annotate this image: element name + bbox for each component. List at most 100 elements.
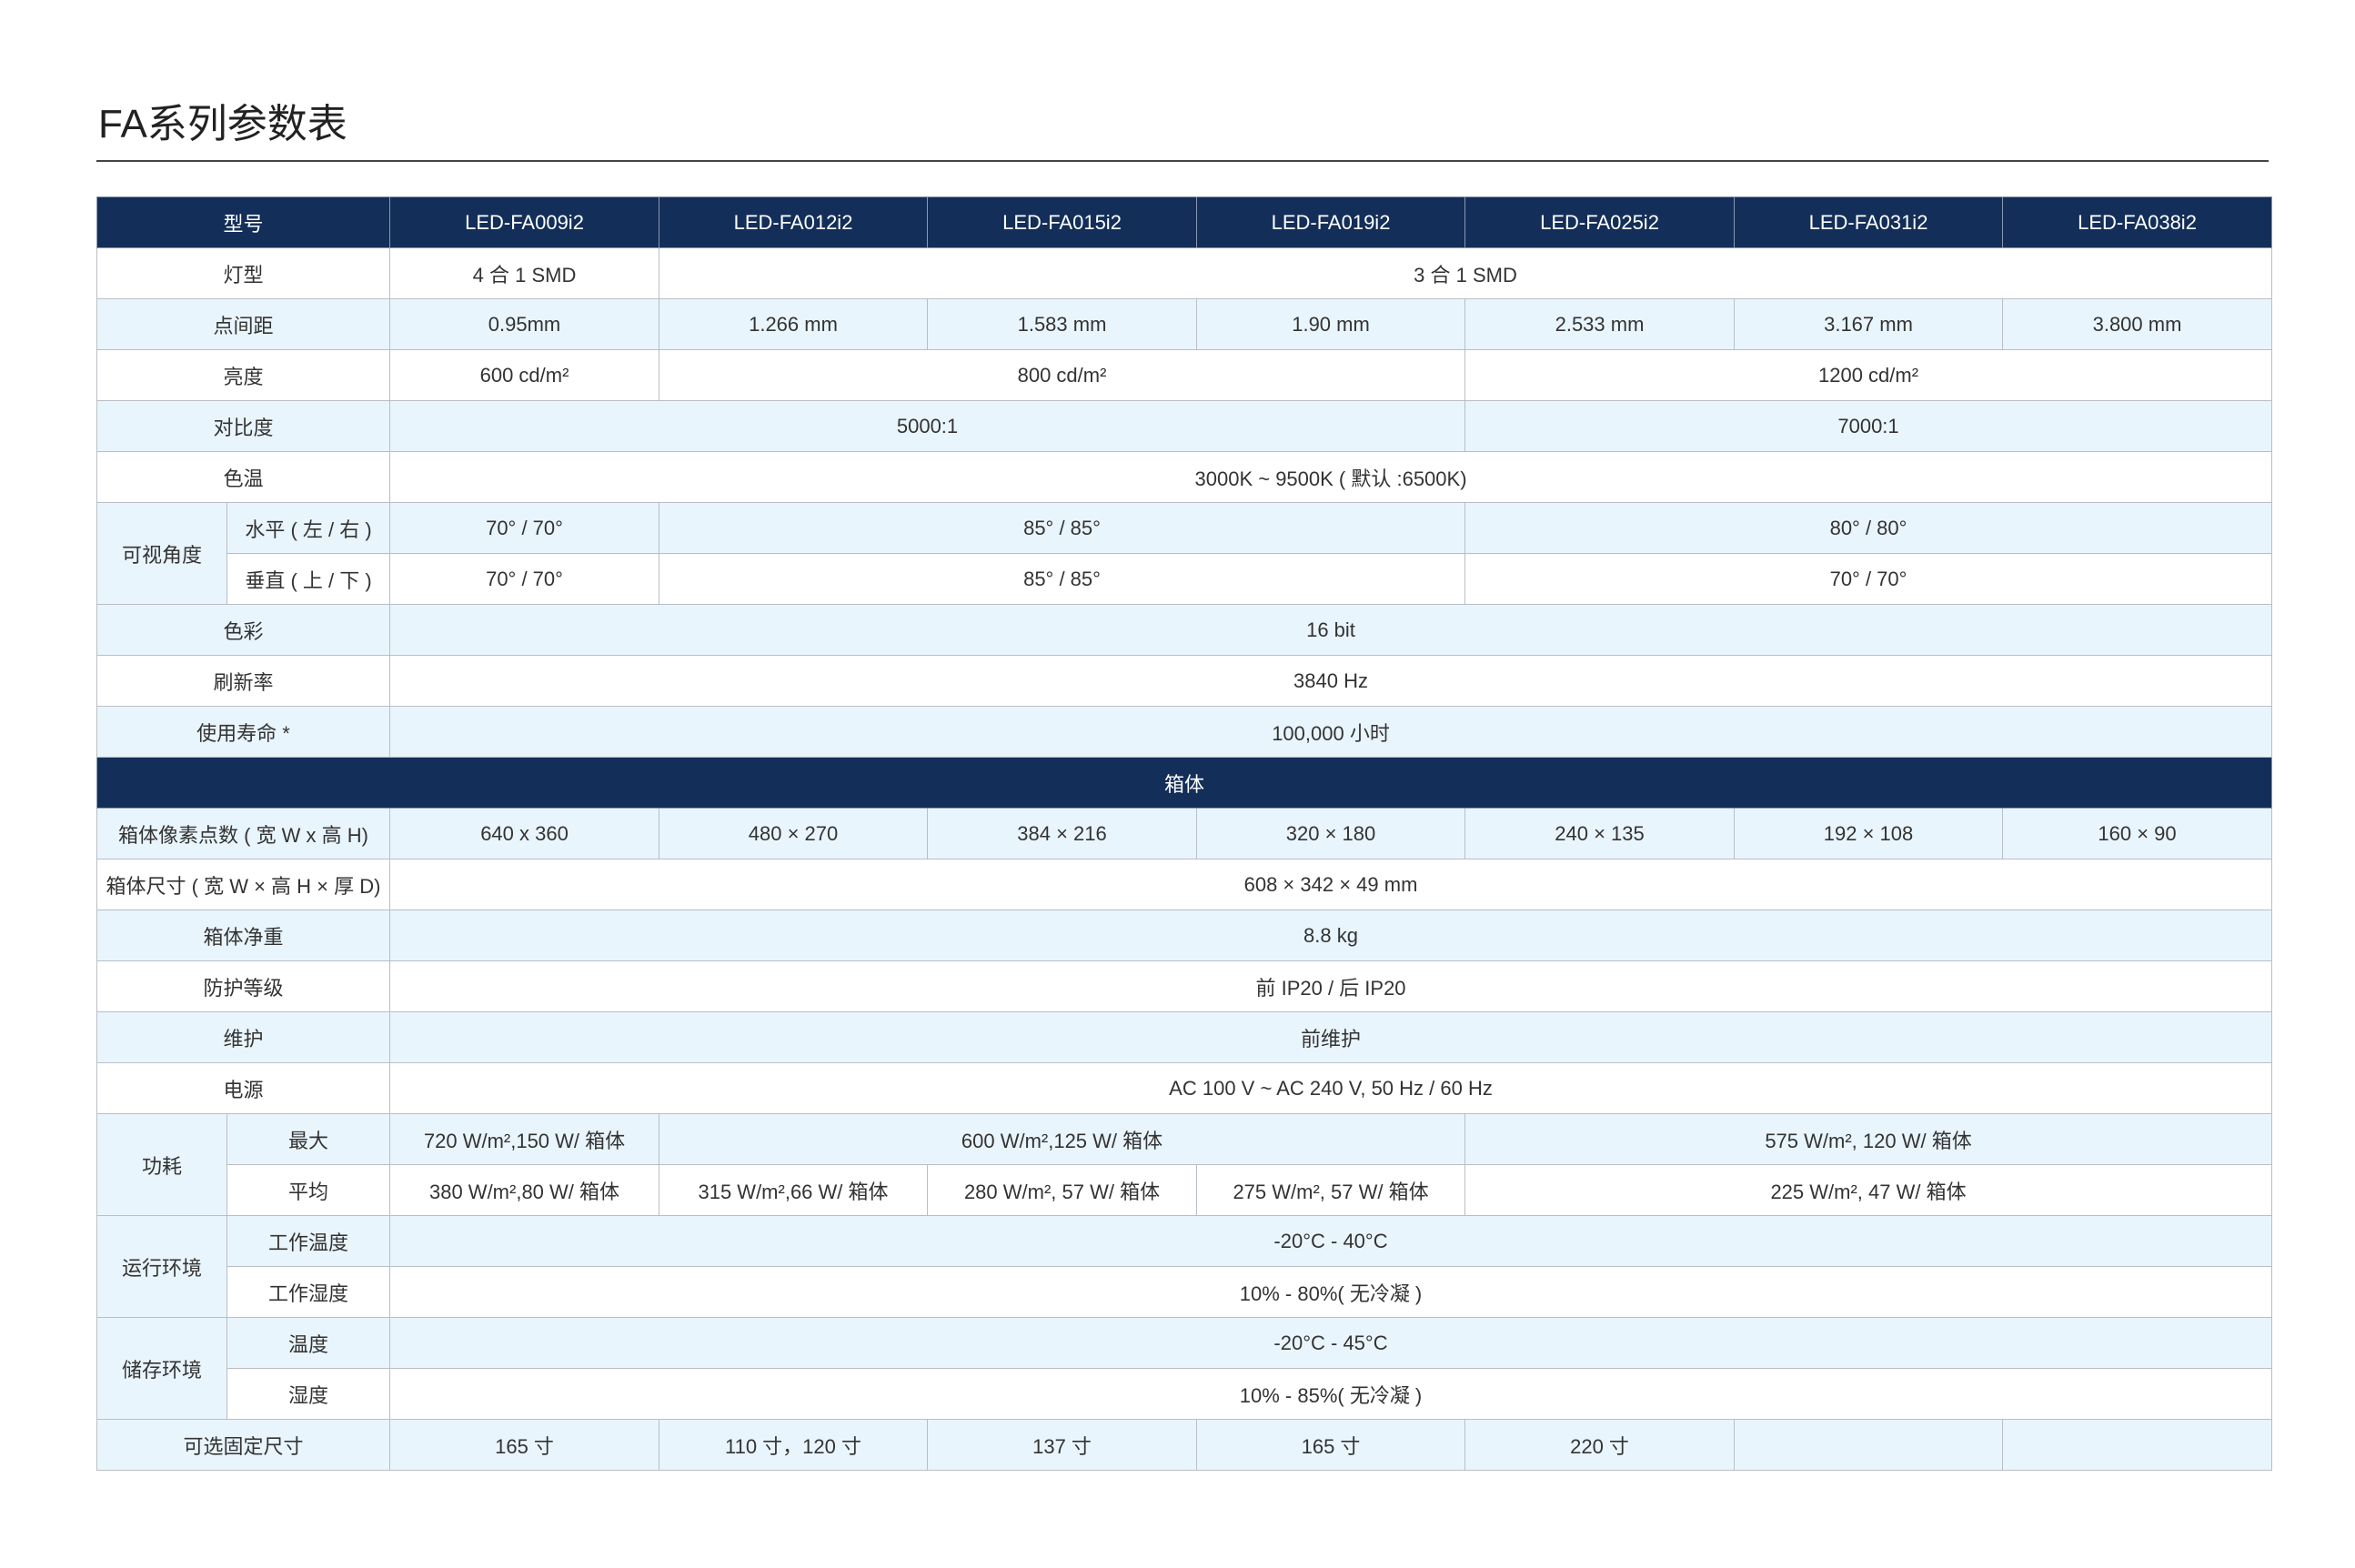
row-sublabel: 湿度 bbox=[226, 1368, 391, 1420]
spec-value: 85° / 85° bbox=[659, 553, 1466, 605]
section-title: 箱体 bbox=[96, 757, 2273, 809]
table-row: 箱体尺寸 ( 宽 W × 高 H × 厚 D) 608 × 342 × 49 mm bbox=[96, 859, 2273, 910]
table-row: 对比度 5000:1 7000:1 bbox=[96, 400, 2273, 452]
spec-value: 320 × 180 bbox=[1196, 808, 1466, 859]
spec-value: 1.583 mm bbox=[927, 298, 1198, 350]
spec-value: 1.90 mm bbox=[1196, 298, 1466, 350]
spec-value: 3000K ~ 9500K ( 默认 :6500K) bbox=[389, 451, 2273, 503]
spec-value: 70° / 70° bbox=[389, 553, 660, 605]
spec-value bbox=[1734, 1419, 2004, 1471]
spec-value: 380 W/m²,80 W/ 箱体 bbox=[389, 1164, 660, 1216]
spec-value: 100,000 小时 bbox=[389, 706, 2273, 758]
spec-value: 70° / 70° bbox=[1464, 553, 2273, 605]
spec-value: 前维护 bbox=[389, 1011, 2273, 1063]
table-row: 色彩 16 bit bbox=[96, 604, 2273, 656]
row-label: 点间距 bbox=[96, 298, 391, 350]
spec-value: 165 寸 bbox=[389, 1419, 660, 1471]
spec-value: 7000:1 bbox=[1464, 400, 2273, 452]
group-label: 功耗 bbox=[96, 1113, 227, 1216]
spec-table-body: 灯型 4 合 1 SMD 3 合 1 SMD 点间距 0.95mm 1.266 mm 1.5… bbox=[96, 247, 2273, 1471]
spec-value: AC 100 V ~ AC 240 V, 50 Hz / 60 Hz bbox=[389, 1062, 2273, 1114]
table-row: 功耗 最大 720 W/m²,150 W/ 箱体 600 W/m²,125 W/ 箱体… bbox=[96, 1113, 2273, 1216]
spec-table: 型号 LED-FA009i2 LED-FA012i2 LED-FA015i2 L… bbox=[96, 196, 2273, 1471]
row-label: 可选固定尺寸 bbox=[96, 1419, 391, 1471]
spec-value: 4 合 1 SMD bbox=[389, 247, 660, 299]
model-header: LED-FA012i2 bbox=[659, 196, 929, 248]
spec-value: 10% - 85%( 无冷凝 ) bbox=[389, 1368, 2273, 1420]
spec-value: 8.8 kg bbox=[389, 910, 2273, 961]
spec-value: 3.800 mm bbox=[2002, 298, 2273, 350]
spec-value: 160 × 90 bbox=[2002, 808, 2273, 859]
group-label: 储存环境 bbox=[96, 1317, 227, 1420]
row-label: 灯型 bbox=[96, 247, 391, 299]
table-row: 工作湿度 10% - 80%( 无冷凝 ) bbox=[97, 1266, 2273, 1318]
spec-value: 480 × 270 bbox=[659, 808, 929, 859]
spec-value: 800 cd/m² bbox=[659, 349, 1466, 401]
row-label: 电源 bbox=[96, 1062, 391, 1114]
spec-value: 575 W/m², 120 W/ 箱体 bbox=[1464, 1113, 2273, 1165]
table-row: 点间距 0.95mm 1.266 mm 1.583 mm 1.90 mm 2.533 mm… bbox=[96, 298, 2273, 350]
row-label: 色温 bbox=[96, 451, 391, 503]
row-sublabel: 工作温度 bbox=[226, 1215, 391, 1267]
row-label: 维护 bbox=[96, 1011, 391, 1063]
group-label: 运行环境 bbox=[96, 1215, 227, 1318]
row-label: 对比度 bbox=[96, 400, 391, 452]
row-label: 箱体尺寸 ( 宽 W × 高 H × 厚 D) bbox=[96, 859, 391, 910]
page-title: FA系列参数表 bbox=[98, 102, 347, 146]
spec-value: 225 W/m², 47 W/ 箱体 bbox=[1464, 1164, 2273, 1216]
spec-value bbox=[2002, 1419, 2273, 1471]
model-header: LED-FA038i2 bbox=[2002, 196, 2273, 248]
table-row: 储存环境 温度 -20°C - 45°C bbox=[96, 1317, 2273, 1420]
spec-value: 10% - 80%( 无冷凝 ) bbox=[389, 1266, 2273, 1318]
spec-value: 240 × 135 bbox=[1464, 808, 1736, 859]
spec-value: 137 寸 bbox=[927, 1419, 1198, 1471]
spec-value: 1.266 mm bbox=[659, 298, 929, 350]
table-row: 可视角度 水平 ( 左 / 右 ) 70° / 70° 85° / 85° 80° / … bbox=[96, 502, 2273, 605]
model-header: LED-FA025i2 bbox=[1464, 196, 1736, 248]
table-row: 使用寿命 * 100,000 小时 bbox=[96, 706, 2273, 758]
spec-value: 2.533 mm bbox=[1464, 298, 1736, 350]
spec-value: 720 W/m²,150 W/ 箱体 bbox=[389, 1113, 660, 1165]
spec-value: 16 bit bbox=[389, 604, 2273, 656]
table-row: 箱体净重 8.8 kg bbox=[96, 910, 2273, 961]
spec-value: 前 IP20 / 后 IP20 bbox=[389, 960, 2273, 1012]
spec-value: 0.95mm bbox=[389, 298, 660, 350]
row-label: 刷新率 bbox=[96, 655, 391, 707]
model-header: LED-FA009i2 bbox=[389, 196, 660, 248]
model-header: LED-FA019i2 bbox=[1196, 196, 1466, 248]
spec-value: 80° / 80° bbox=[1464, 502, 2273, 554]
spec-value: 280 W/m², 57 W/ 箱体 bbox=[927, 1164, 1198, 1216]
table-row: 垂直 ( 上 / 下 ) 70° / 70° 85° / 85° 70° / 70° bbox=[97, 553, 2273, 605]
row-label: 色彩 bbox=[96, 604, 391, 656]
spec-value: 85° / 85° bbox=[659, 502, 1466, 554]
header-label: 型号 bbox=[96, 196, 391, 248]
row-label: 亮度 bbox=[96, 349, 391, 401]
spec-value: 3840 Hz bbox=[389, 655, 2273, 707]
header-row: 型号 LED-FA009i2 LED-FA012i2 LED-FA015i2 L… bbox=[96, 196, 2273, 248]
spec-value: 3 合 1 SMD bbox=[659, 247, 2273, 299]
table-row: 灯型 4 合 1 SMD 3 合 1 SMD bbox=[96, 247, 2273, 299]
spec-value: 640 x 360 bbox=[389, 808, 660, 859]
spec-value: 220 寸 bbox=[1464, 1419, 1736, 1471]
row-label: 箱体像素点数 ( 宽 W x 高 H) bbox=[96, 808, 391, 859]
spec-value: 165 寸 bbox=[1196, 1419, 1466, 1471]
spec-value: 315 W/m²,66 W/ 箱体 bbox=[659, 1164, 929, 1216]
spec-value: 600 W/m²,125 W/ 箱体 bbox=[659, 1113, 1466, 1165]
group-label: 可视角度 bbox=[96, 502, 227, 605]
table-row: 色温 3000K ~ 9500K ( 默认 :6500K) bbox=[96, 451, 2273, 503]
model-header: LED-FA031i2 bbox=[1734, 196, 2004, 248]
spec-value: 384 × 216 bbox=[927, 808, 1198, 859]
row-sublabel: 最大 bbox=[226, 1113, 391, 1165]
model-header: LED-FA015i2 bbox=[927, 196, 1198, 248]
table-row: 电源 AC 100 V ~ AC 240 V, 50 Hz / 60 Hz bbox=[96, 1062, 2273, 1114]
row-sublabel: 平均 bbox=[226, 1164, 391, 1216]
spec-value: -20°C - 45°C bbox=[389, 1317, 2273, 1369]
table-row: 湿度 10% - 85%( 无冷凝 ) bbox=[97, 1368, 2273, 1420]
row-label: 使用寿命 * bbox=[96, 706, 391, 758]
spec-value: 600 cd/m² bbox=[389, 349, 660, 401]
table-row: 亮度 600 cd/m² 800 cd/m² 1200 cd/m² bbox=[96, 349, 2273, 401]
spec-value: 110 寸，120 寸 bbox=[659, 1419, 929, 1471]
table-row: 平均 380 W/m²,80 W/ 箱体 315 W/m²,66 W/ 箱体 280 … bbox=[97, 1164, 2273, 1216]
row-label: 防护等级 bbox=[96, 960, 391, 1012]
table-row: 刷新率 3840 Hz bbox=[96, 655, 2273, 707]
